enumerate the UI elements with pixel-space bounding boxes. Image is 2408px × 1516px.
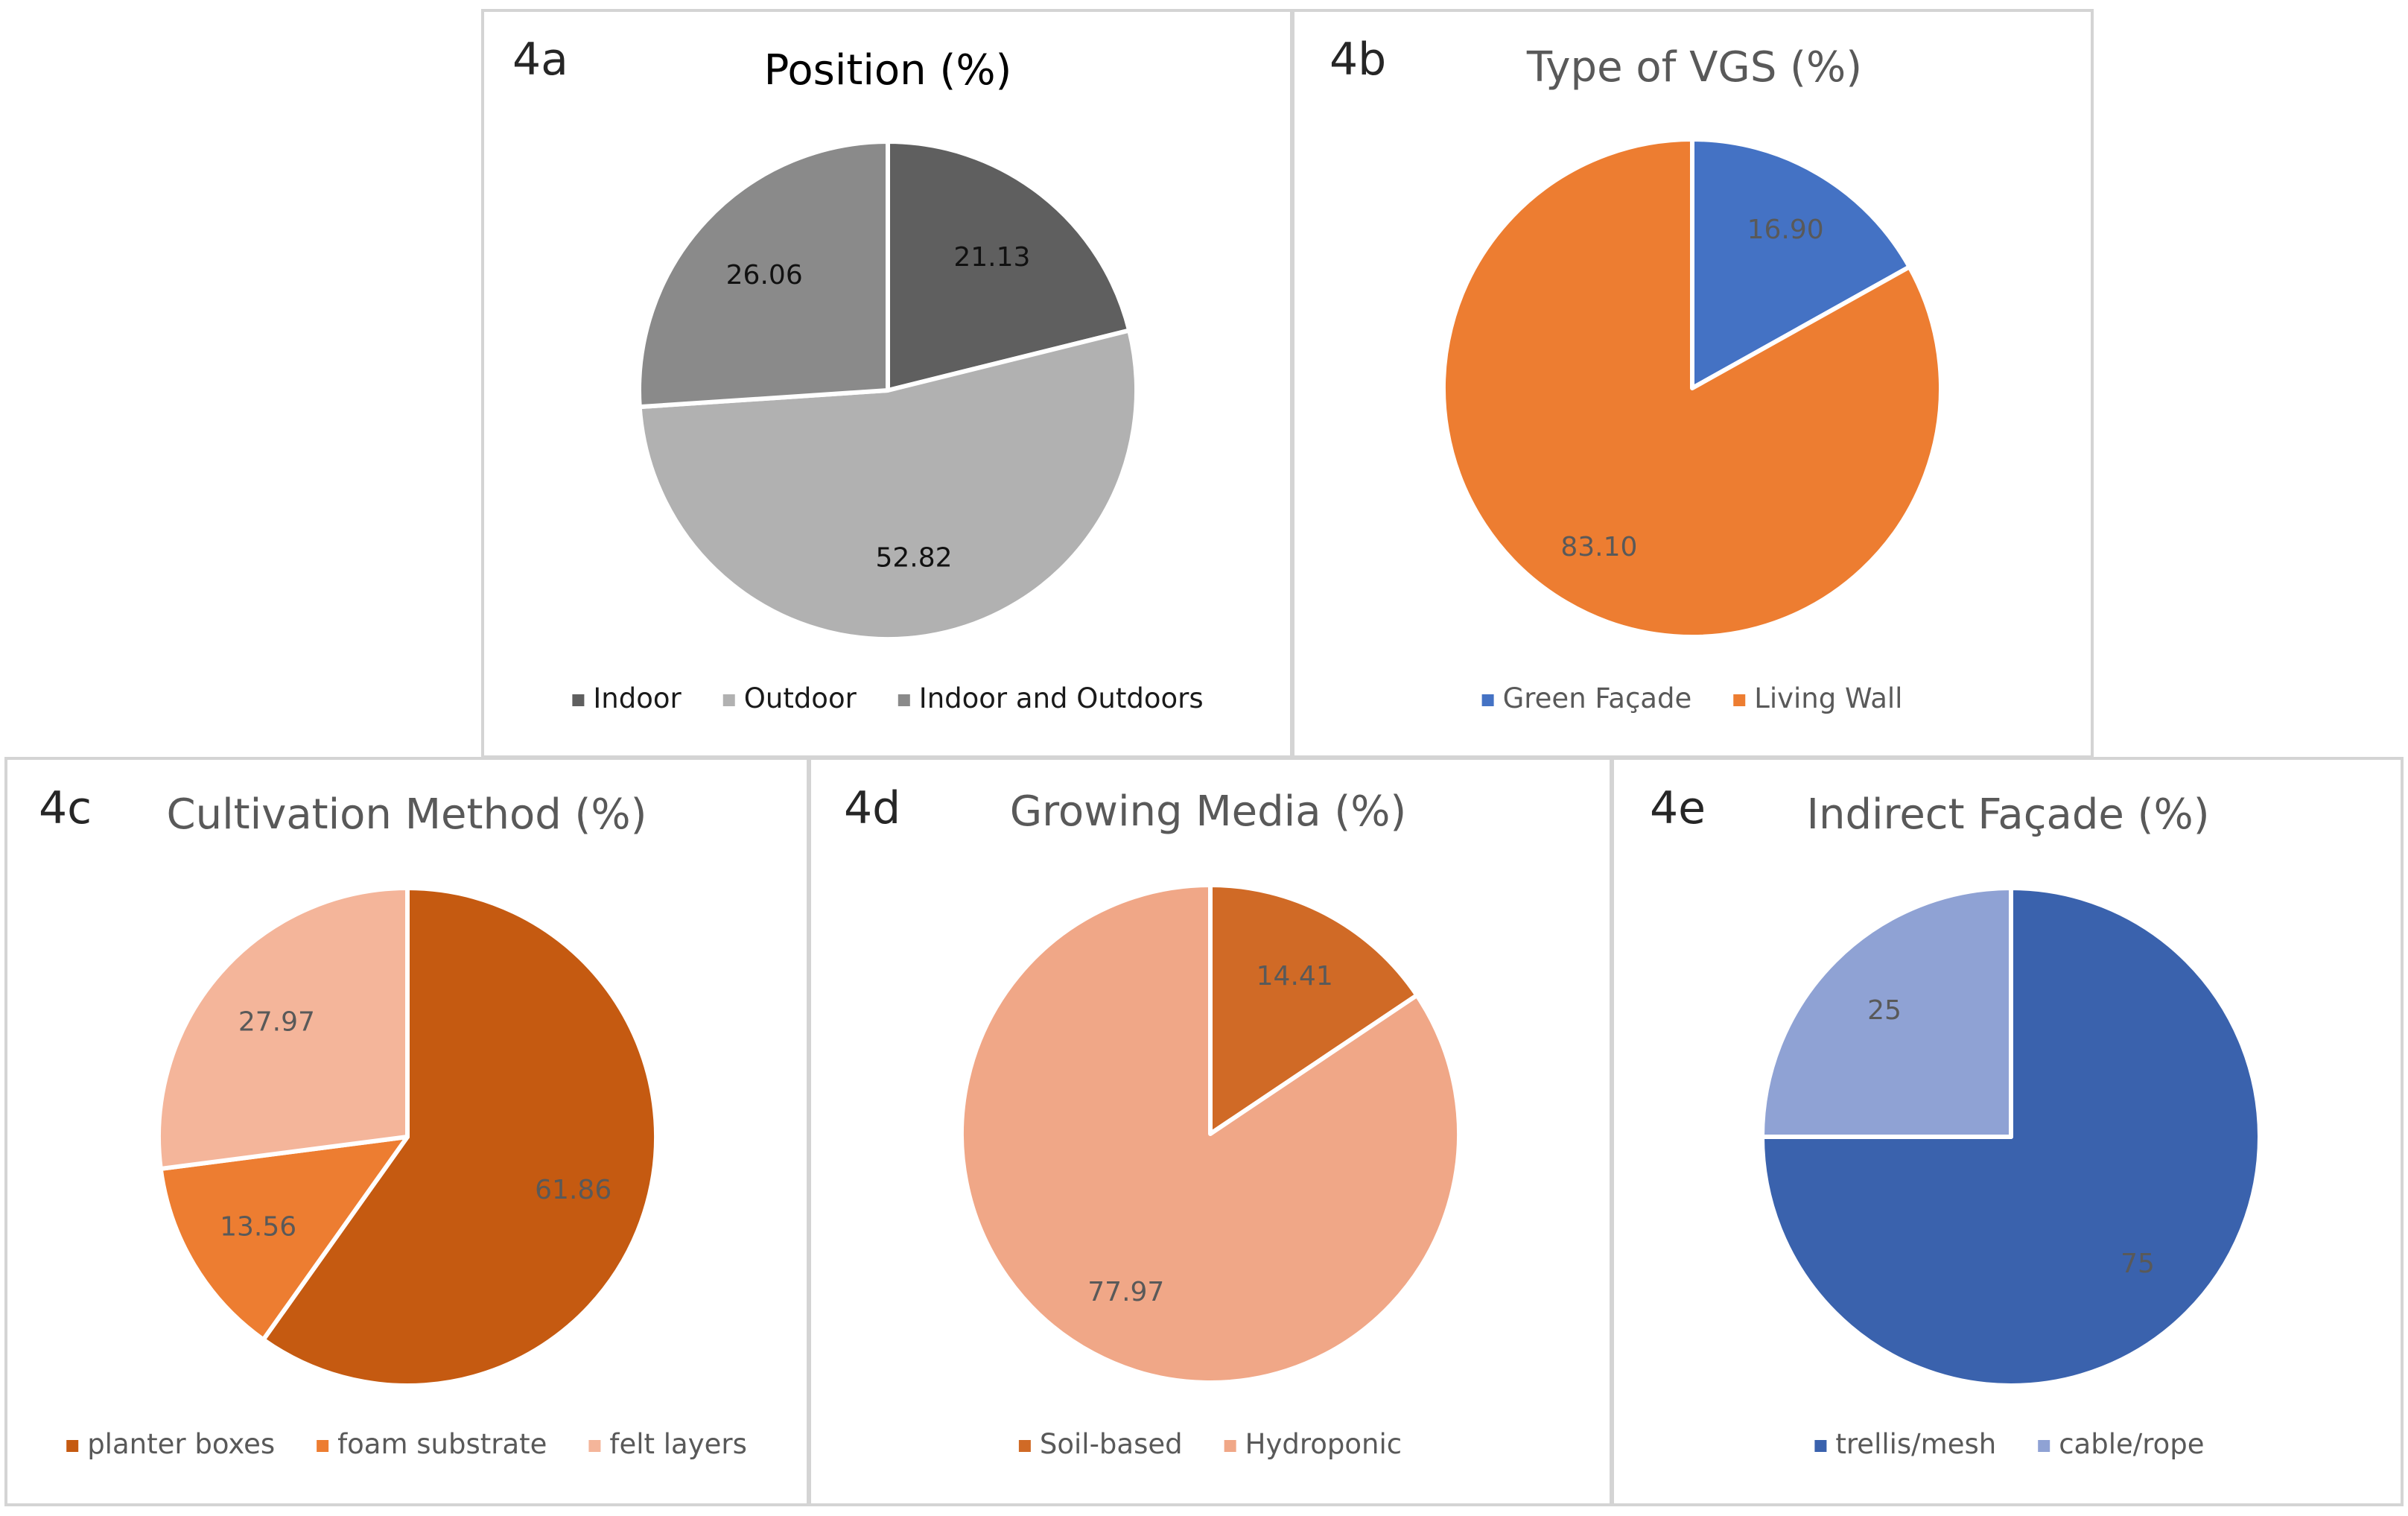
panel-label: 4d	[844, 782, 900, 834]
data-label-green-fa-ade: 16.90	[1747, 215, 1824, 245]
legend-label: cable/rope	[2059, 1428, 2204, 1460]
legend-item-indoor-and-outdoors: Indoor and Outdoors	[898, 682, 1204, 714]
legend-label: felt layers	[609, 1428, 746, 1460]
panel-4a-position: 4a Position (%) 21.13 52.82 26.06 Indoor Ou…	[481, 9, 1293, 758]
legend: trellis/mesh cable/rope	[1814, 1428, 2205, 1460]
pie-slice-trellis-mesh	[1760, 886, 2262, 1388]
legend-swatch	[588, 1440, 601, 1452]
data-label-indoor: 21.13	[953, 242, 1030, 273]
legend-item-felt-layers: felt layers	[588, 1428, 747, 1460]
data-labels: 16.90 83.10	[1560, 215, 1823, 562]
pie-slices	[156, 886, 658, 1388]
panel-4b-type-of-vgs: 4b Type of VGS (%) 16.90 83.10 Green Faça…	[1292, 9, 2094, 758]
legend-swatch	[1481, 694, 1494, 706]
legend-swatch	[317, 1440, 329, 1452]
legend-swatch	[1814, 1440, 1827, 1452]
legend-label: Soil-based	[1040, 1428, 1183, 1460]
data-label-outdoor: 52.82	[875, 542, 952, 573]
legend-item-soil-based: Soil-based	[1018, 1428, 1183, 1460]
data-label-indoor-and-outdoors: 26.06	[726, 260, 803, 291]
data-labels: 61.86 13.56 27.97	[220, 1007, 611, 1243]
data-labels: 14.41 77.97	[1087, 961, 1332, 1307]
legend: Soil-based Hydroponic	[1018, 1428, 1402, 1460]
legend-swatch	[898, 694, 910, 706]
data-label-cable-rope: 25	[1867, 995, 1902, 1026]
pie-slice-foam-substrate	[158, 1135, 410, 1342]
chart-title: Growing Media (%)	[1010, 787, 1407, 836]
legend-label: Indoor and Outdoors	[919, 682, 1204, 714]
legend-item-trellis-mesh: trellis/mesh	[1814, 1428, 1996, 1460]
pie-slices	[1760, 886, 2262, 1388]
pie-slice-outdoor	[637, 328, 1139, 642]
legend-swatch	[722, 694, 735, 706]
legend-label: planter boxes	[87, 1428, 275, 1460]
data-label-trellis-mesh: 75	[2120, 1249, 2155, 1279]
data-label-living-wall: 83.10	[1560, 532, 1637, 562]
panel-label: 4e	[1650, 782, 1706, 834]
panel-label: 4b	[1330, 34, 1386, 86]
data-label-planter-boxes: 61.86	[535, 1175, 611, 1205]
legend-item-hydroponic: Hydroponic	[1224, 1428, 1402, 1460]
legend-label: Living Wall	[1754, 682, 1902, 714]
chart-title: Cultivation Method (%)	[167, 790, 647, 839]
pie-slice-planter-boxes	[261, 886, 658, 1388]
panel-label: 4a	[512, 34, 568, 86]
legend: Green Façade Living Wall	[1481, 682, 1902, 714]
panel-4e-indirect-facade: 4e Indirect Façade (%) 75 25 trellis/mesh…	[1611, 757, 2404, 1506]
pie-slice-felt-layers	[156, 886, 410, 1171]
legend-item-planter-boxes: planter boxes	[66, 1428, 275, 1460]
pie-slice-cable-rope	[1760, 886, 2013, 1139]
legend-item-cable-rope: cable/rope	[2038, 1428, 2205, 1460]
legend-label: Outdoor	[744, 682, 857, 714]
data-labels: 75 25	[1867, 995, 2155, 1279]
legend-swatch	[2038, 1440, 2050, 1452]
legend-item-outdoor: Outdoor	[722, 682, 857, 714]
legend-label: foam substrate	[337, 1428, 547, 1460]
legend-item-green-fa-ade: Green Façade	[1481, 682, 1692, 714]
data-label-foam-substrate: 13.56	[220, 1211, 296, 1242]
legend-swatch	[1224, 1440, 1236, 1452]
pie-slice-soil-based	[1208, 883, 1420, 1136]
legend-item-foam-substrate: foam substrate	[317, 1428, 547, 1460]
data-label-hydroponic: 77.97	[1087, 1277, 1164, 1307]
data-label-felt-layers: 27.97	[238, 1007, 315, 1038]
pie-slice-living-wall	[1441, 137, 1943, 639]
legend-label: Green Façade	[1503, 682, 1692, 714]
panel-label: 4c	[39, 782, 92, 834]
pie-slice-green-fa-ade	[1690, 137, 1912, 390]
data-label-soil-based: 14.41	[1257, 961, 1333, 992]
legend-label: Indoor	[593, 682, 682, 714]
legend-swatch	[572, 694, 585, 706]
legend: planter boxes foam substrate felt layers	[66, 1428, 747, 1460]
pie-slice-indoor-and-outdoors	[637, 139, 890, 410]
legend-swatch	[66, 1440, 79, 1452]
pie-slices	[1441, 137, 1943, 639]
pie-slice-indoor	[886, 139, 1132, 393]
panel-4c-cultivation-method: 4c Cultivation Method (%) 61.86 13.56 27.9…	[4, 757, 810, 1506]
legend-label: Hydroponic	[1245, 1428, 1402, 1460]
legend-swatch	[1018, 1440, 1031, 1452]
pie-slices	[637, 139, 1139, 642]
chart-title: Position (%)	[764, 46, 1012, 95]
chart-title: Indirect Façade (%)	[1806, 790, 2209, 839]
legend-item-indoor: Indoor	[572, 682, 682, 714]
legend-item-living-wall: Living Wall	[1733, 682, 1902, 714]
pie-slice-hydroponic	[959, 883, 1461, 1385]
data-labels: 21.13 52.82 26.06	[726, 242, 1031, 573]
legend: Indoor Outdoor Indoor and Outdoors	[572, 682, 1204, 714]
legend-swatch	[1733, 694, 1746, 706]
legend-label: trellis/mesh	[1835, 1428, 1996, 1460]
panel-4d-growing-media: 4d Growing Media (%) 14.41 77.97 Soil-bas…	[808, 757, 1613, 1506]
chart-title: Type of VGS (%)	[1526, 43, 1862, 92]
pie-slices	[959, 883, 1461, 1385]
